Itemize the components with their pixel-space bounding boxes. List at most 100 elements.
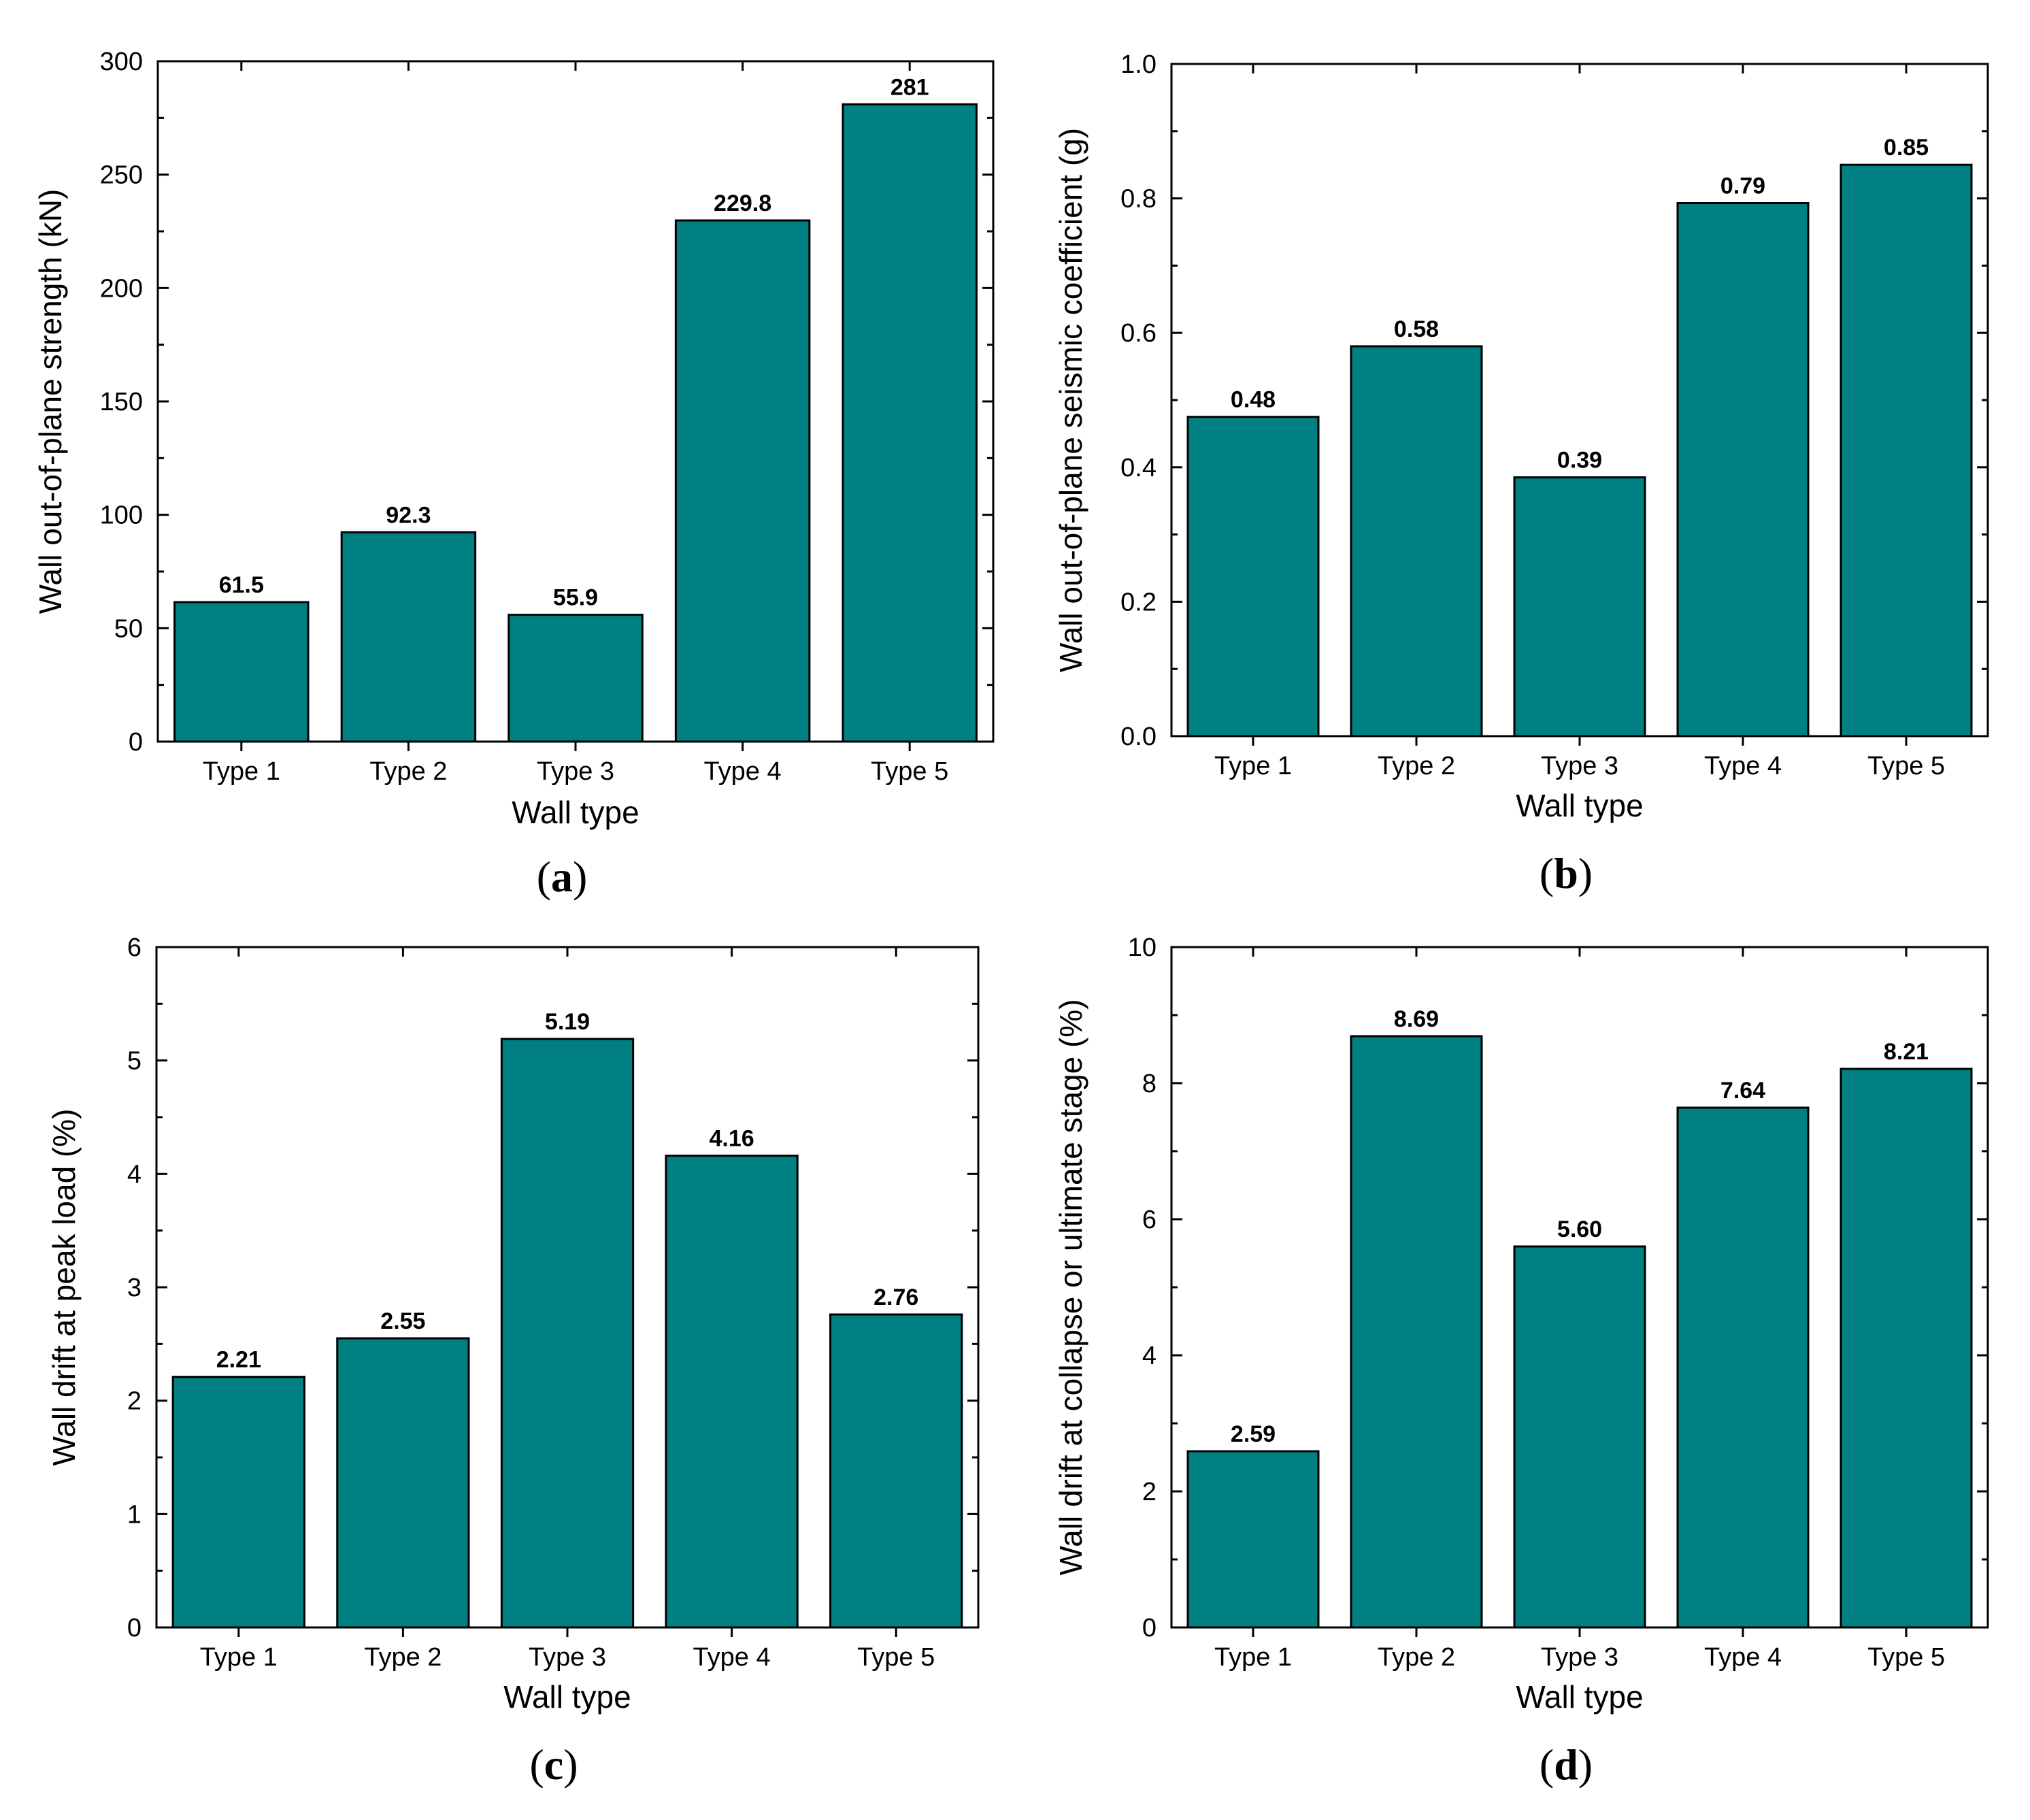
chart-panel-d: 2.59 8.69 5.60 7.64 8.21 0 2 4 6 8 10 Type 1 Type 2 T…: [1053, 933, 1989, 1789]
y-tick-label-d: 6: [1142, 1206, 1157, 1234]
x-tick-label-a-5: Type 5: [871, 757, 948, 786]
data-label-b-2: 0.58: [1394, 316, 1439, 342]
x-tick-label-c-3: Type 3: [529, 1643, 606, 1672]
data-label-c-2: 2.55: [380, 1308, 425, 1334]
bar-c-4: [665, 1155, 799, 1629]
bar-d-4: [1676, 1106, 1810, 1629]
y-tick-label-d: 2: [1142, 1478, 1157, 1506]
y-tick-label-c: 3: [127, 1274, 142, 1302]
bar-b-5: [1840, 163, 1973, 738]
x-tick-label-a-1: Type 1: [203, 757, 280, 786]
panel-label-c: (c): [529, 1740, 578, 1789]
y-tick-label-d: 0: [1142, 1614, 1157, 1642]
x-axis-title-d: Wall type: [1516, 1679, 1643, 1715]
x-tick-label-b-5: Type 5: [1867, 752, 1945, 780]
data-label-a-1: 61.5: [219, 572, 264, 598]
y-tick-label-c: 4: [127, 1160, 142, 1189]
data-label-a-4: 229.8: [714, 191, 771, 216]
data-label-a-2: 92.3: [386, 502, 431, 528]
panel-label-d: (d): [1540, 1740, 1593, 1789]
x-tick-label-b-1: Type 1: [1214, 752, 1292, 780]
x-tick-label-a-3: Type 3: [537, 757, 614, 786]
x-tick-label-c-1: Type 1: [200, 1643, 278, 1672]
x-tick-label-b-3: Type 3: [1541, 752, 1618, 780]
y-tick-label-a: 300: [100, 48, 143, 76]
data-label-a-5: 281: [891, 74, 929, 100]
bar-a-2: [340, 531, 477, 743]
x-tick-label-c-2: Type 2: [364, 1643, 442, 1672]
bar-b-2: [1350, 345, 1483, 738]
x-axis-title-a: Wall type: [512, 795, 639, 830]
x-tick-label-d-4: Type 4: [1704, 1643, 1782, 1672]
bar-b-4: [1676, 202, 1810, 738]
y-tick-label-a: 100: [100, 501, 143, 530]
y-tick-label-b: 0.6: [1120, 319, 1157, 348]
data-label-d-2: 8.69: [1394, 1006, 1439, 1032]
y-tick-label-c: 5: [127, 1047, 142, 1076]
bar-b-1: [1186, 416, 1320, 738]
chart-panel-a: 61.5 92.3 55.9 229.8 281 0 50 100 150 200 250 300 Ty…: [33, 48, 995, 901]
bar-a-3: [507, 614, 644, 743]
bar-a-5: [842, 103, 978, 743]
x-tick-label-d-2: Type 2: [1378, 1643, 1455, 1672]
y-tick-label-b: 0.0: [1120, 723, 1157, 751]
y-tick-label-a: 150: [100, 388, 143, 416]
panel-label-a: (a): [537, 853, 588, 901]
y-tick-label-d: 10: [1128, 933, 1157, 962]
bar-c-2: [336, 1337, 470, 1629]
y-tick-label-d: 8: [1142, 1070, 1157, 1098]
bar-c-3: [500, 1038, 635, 1629]
data-label-c-5: 2.76: [873, 1285, 918, 1310]
panel-label-b: (b): [1540, 849, 1593, 897]
y-tick-label-a: 200: [100, 274, 143, 303]
x-axis-title-c: Wall type: [503, 1679, 631, 1715]
data-label-d-1: 2.59: [1231, 1421, 1276, 1447]
y-tick-label-c: 6: [127, 933, 142, 962]
x-tick-label-a-4: Type 4: [704, 757, 782, 786]
x-axis-title-b: Wall type: [1516, 788, 1643, 823]
bar-b-3: [1513, 476, 1646, 738]
y-tick-label-b: 0.2: [1120, 588, 1157, 616]
data-label-a-3: 55.9: [553, 585, 598, 611]
data-label-b-5: 0.85: [1884, 135, 1929, 161]
chart-panel-c: 2.21 2.55 5.19 4.16 2.76 0 1 2 3 4 5 6 Type 1 Type 2 T…: [46, 933, 980, 1789]
x-tick-label-b-2: Type 2: [1378, 752, 1455, 780]
y-axis-title-d: Wall drift at collapse or ultimate stage…: [1053, 999, 1088, 1575]
y-tick-label-c: 1: [127, 1500, 142, 1529]
data-label-c-1: 2.21: [216, 1347, 261, 1373]
y-tick-label-b: 0.8: [1120, 185, 1157, 214]
y-tick-label-a: 250: [100, 161, 143, 190]
chart-panel-b: 0.48 0.58 0.39 0.79 0.85 0.0 0.2 0.4 0.6 0.8 1.0 Ty…: [1053, 50, 1989, 897]
x-tick-label-b-4: Type 4: [1704, 752, 1782, 780]
y-tick-label-a: 0: [129, 728, 143, 757]
bar-d-1: [1186, 1450, 1320, 1629]
y-tick-label-a: 50: [114, 614, 143, 643]
x-tick-label-d-1: Type 1: [1214, 1643, 1292, 1672]
bar-c-5: [829, 1313, 963, 1629]
x-tick-label-d-3: Type 3: [1541, 1643, 1618, 1672]
y-tick-label-b: 0.4: [1120, 454, 1157, 482]
x-tick-label-d-5: Type 5: [1867, 1643, 1945, 1672]
bar-a-1: [173, 601, 310, 743]
data-label-b-1: 0.48: [1231, 387, 1276, 413]
bar-d-5: [1840, 1068, 1973, 1629]
y-axis-title-a: Wall out-of-plane strength (kN): [33, 189, 68, 614]
data-label-d-3: 5.60: [1557, 1217, 1602, 1242]
data-label-b-3: 0.39: [1557, 448, 1602, 474]
x-tick-label-c-4: Type 4: [693, 1643, 771, 1672]
bar-d-3: [1513, 1245, 1646, 1629]
bar-a-4: [674, 219, 811, 743]
bar-c-1: [171, 1376, 305, 1629]
data-label-d-5: 8.21: [1884, 1039, 1929, 1065]
x-tick-label-a-2: Type 2: [369, 757, 447, 786]
y-tick-label-c: 0: [127, 1614, 142, 1642]
bar-d-2: [1350, 1035, 1483, 1629]
y-tick-label-b: 1.0: [1120, 50, 1157, 79]
y-tick-label-c: 2: [127, 1387, 142, 1416]
data-label-b-4: 0.79: [1720, 173, 1765, 199]
y-axis-title-c: Wall drift at peak load (%): [46, 1109, 82, 1466]
y-axis-title-b: Wall out-of-plane seismic coefficient (g…: [1053, 128, 1088, 672]
data-label-c-3: 5.19: [545, 1009, 590, 1035]
x-tick-label-c-5: Type 5: [857, 1643, 935, 1672]
